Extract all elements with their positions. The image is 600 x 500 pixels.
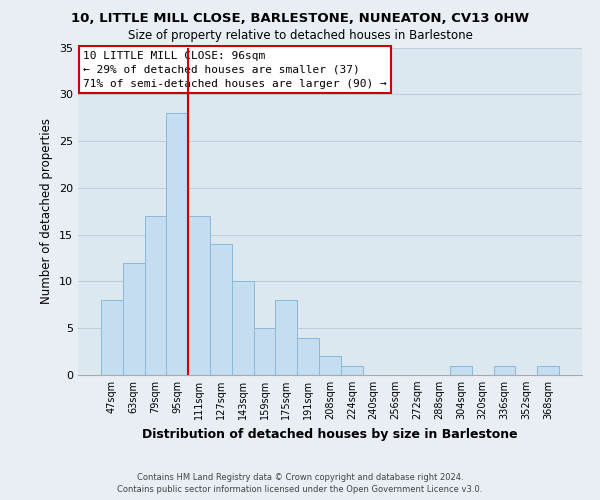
Text: 10, LITTLE MILL CLOSE, BARLESTONE, NUNEATON, CV13 0HW: 10, LITTLE MILL CLOSE, BARLESTONE, NUNEA… <box>71 12 529 26</box>
Bar <box>101 300 123 375</box>
Bar <box>123 262 145 375</box>
Bar <box>210 244 232 375</box>
Bar <box>254 328 275 375</box>
Bar <box>188 216 210 375</box>
Text: 10 LITTLE MILL CLOSE: 96sqm
← 29% of detached houses are smaller (37)
71% of sem: 10 LITTLE MILL CLOSE: 96sqm ← 29% of det… <box>83 51 387 89</box>
Bar <box>450 366 472 375</box>
Bar <box>494 366 515 375</box>
Bar <box>297 338 319 375</box>
Bar <box>319 356 341 375</box>
Text: Size of property relative to detached houses in Barlestone: Size of property relative to detached ho… <box>128 29 472 42</box>
Text: Contains HM Land Registry data © Crown copyright and database right 2024.
Contai: Contains HM Land Registry data © Crown c… <box>118 472 482 494</box>
Bar <box>166 113 188 375</box>
Bar <box>232 282 254 375</box>
Bar <box>275 300 297 375</box>
Y-axis label: Number of detached properties: Number of detached properties <box>40 118 53 304</box>
Bar <box>341 366 363 375</box>
X-axis label: Distribution of detached houses by size in Barlestone: Distribution of detached houses by size … <box>142 428 518 440</box>
Bar <box>145 216 166 375</box>
Bar <box>537 366 559 375</box>
